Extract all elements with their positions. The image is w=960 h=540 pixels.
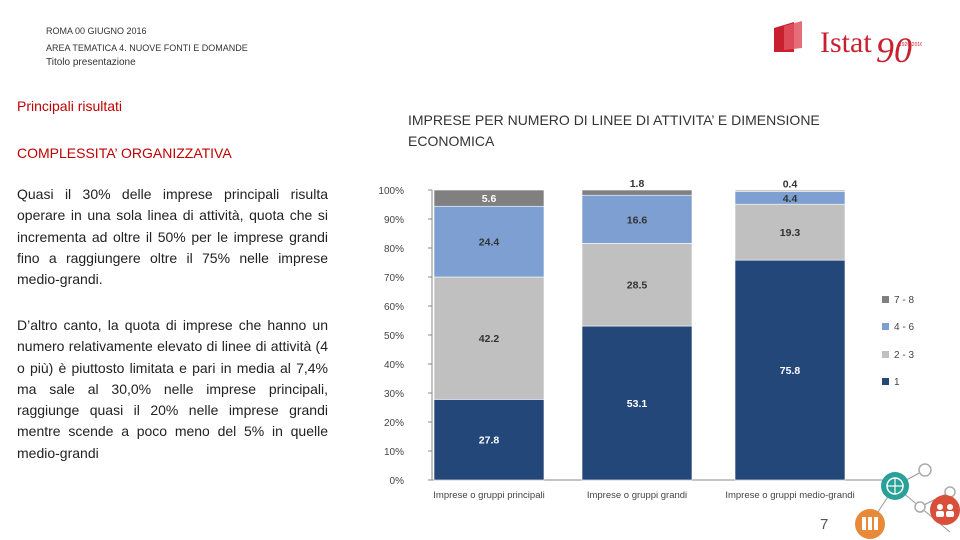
bar-segment xyxy=(734,259,846,481)
books-icon xyxy=(855,509,885,539)
header-presentation-title: Titolo presentazione xyxy=(46,57,136,68)
istat-logo: Istat 90 1926-2016 xyxy=(774,21,922,70)
people-icon xyxy=(930,495,960,525)
y-tick-label: 90% xyxy=(384,215,404,226)
data-label: 16.6 xyxy=(627,214,648,226)
y-tick-label: 30% xyxy=(384,389,404,400)
legend-label: 7 - 8 xyxy=(894,295,914,306)
bar-segment xyxy=(581,194,693,244)
data-label: 24.4 xyxy=(479,237,500,249)
legend-label: 2 - 3 xyxy=(894,350,914,361)
bar-segment xyxy=(433,399,545,481)
data-label: 28.5 xyxy=(627,280,648,292)
category-label: Imprese o gruppi grandi xyxy=(587,490,687,501)
section-subtitle: COMPLESSITA’ ORGANIZZATIVA xyxy=(17,145,232,161)
logo-suffix: 90 xyxy=(876,30,912,70)
y-tick-label: 70% xyxy=(384,273,404,284)
globe-icon xyxy=(881,472,909,500)
data-label: 5.6 xyxy=(482,193,497,205)
bar-segment xyxy=(433,189,545,207)
header-area: AREA TEMATICA 4. NUOVE FONTI E DOMANDE xyxy=(46,43,248,53)
data-label: 27.8 xyxy=(479,435,500,447)
data-label: 75.8 xyxy=(780,365,801,377)
category-label: Imprese o gruppi medio-grandi xyxy=(725,490,854,501)
bar-segment xyxy=(734,203,846,261)
legend-swatch xyxy=(882,323,889,330)
chart-title: IMPRESE PER NUMERO DI LINEE DI ATTIVITA’… xyxy=(408,112,820,149)
legend-swatch xyxy=(882,378,889,385)
bar-segment xyxy=(433,205,545,278)
bar-segment xyxy=(581,325,693,481)
y-tick-label: 100% xyxy=(378,186,404,197)
header-date: ROMA 00 GIUGNO 2016 xyxy=(46,26,147,36)
y-tick-label: 50% xyxy=(384,331,404,342)
paragraph-1: Quasi il 30% delle imprese principali ri… xyxy=(17,186,328,288)
legend-label: 1 xyxy=(894,377,900,388)
paragraph-2: D’altro canto, la quota di imprese che h… xyxy=(17,317,328,461)
bar-segment xyxy=(581,243,693,327)
data-label: 53.1 xyxy=(627,398,648,410)
data-label: 1.8 xyxy=(630,178,645,190)
y-tick-label: 10% xyxy=(384,447,404,458)
logo-text: Istat xyxy=(820,26,872,59)
data-label: 4.4 xyxy=(783,193,798,205)
y-tick-label: 40% xyxy=(384,360,404,371)
legend-swatch xyxy=(882,351,889,358)
legend-label: 4 - 6 xyxy=(894,322,914,333)
y-tick-label: 80% xyxy=(384,244,404,255)
corner-icons xyxy=(855,463,960,539)
logo-subtext: 1926-2016 xyxy=(899,42,922,48)
y-tick-label: 0% xyxy=(390,476,405,487)
category-label: Imprese o gruppi principali xyxy=(433,490,544,501)
bar-segment xyxy=(581,189,693,196)
page-number: 7 xyxy=(820,516,829,533)
stacked-bar-chart: 0% 10% 20% 30% 40% 50% 60% 70% 80% 90% 100% 27.8 42.… xyxy=(378,178,914,501)
bar-segment xyxy=(433,276,545,400)
section-title: Principali risultati xyxy=(17,98,123,114)
data-label: 0.4 xyxy=(783,178,798,190)
y-tick-label: 60% xyxy=(384,302,404,313)
legend-swatch xyxy=(882,296,889,303)
bar-segment xyxy=(734,189,846,192)
data-label: 19.3 xyxy=(780,227,801,239)
y-tick-label: 20% xyxy=(384,418,404,429)
data-label: 42.2 xyxy=(479,333,500,345)
